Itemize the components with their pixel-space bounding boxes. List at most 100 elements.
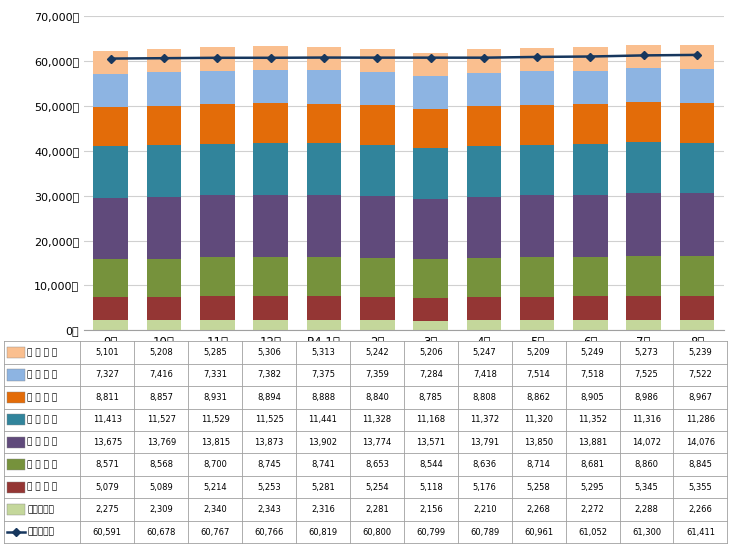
Bar	[680, 257, 714, 296]
Text: 5,101: 5,101	[96, 348, 119, 357]
Text: 8,862: 8,862	[526, 393, 550, 402]
Bar	[413, 199, 448, 259]
Text: 5,208: 5,208	[149, 348, 173, 357]
Bar	[573, 195, 607, 258]
Text: 2,275: 2,275	[96, 505, 119, 514]
Text: 5,345: 5,345	[635, 483, 659, 491]
Text: 2,281: 2,281	[365, 505, 389, 514]
Bar	[626, 45, 661, 68]
Text: 5,253: 5,253	[257, 483, 281, 491]
Text: 11,372: 11,372	[470, 416, 499, 424]
Bar	[306, 257, 341, 296]
Bar	[466, 197, 501, 258]
Text: 5,118: 5,118	[419, 483, 443, 491]
Text: 5,214: 5,214	[203, 483, 227, 491]
Bar	[200, 320, 235, 330]
Text: 8,568: 8,568	[149, 460, 173, 469]
Bar	[466, 297, 501, 321]
Bar	[360, 105, 395, 145]
Bar	[254, 257, 288, 296]
Bar	[466, 258, 501, 297]
Bar	[680, 193, 714, 257]
Bar	[626, 296, 661, 320]
Text: 8,785: 8,785	[419, 393, 443, 402]
Text: 11,328: 11,328	[363, 416, 392, 424]
Bar	[360, 145, 395, 196]
Text: 5,355: 5,355	[689, 483, 712, 491]
Bar	[254, 70, 288, 103]
Text: 8,636: 8,636	[473, 460, 497, 469]
Text: 60,591: 60,591	[93, 527, 122, 537]
Bar	[147, 49, 181, 72]
Text: 2,288: 2,288	[635, 505, 659, 514]
Text: 2,156: 2,156	[419, 505, 443, 514]
Bar	[466, 146, 501, 197]
Text: 11,352: 11,352	[578, 416, 607, 424]
Bar	[147, 72, 181, 105]
Bar	[200, 195, 235, 257]
Bar	[520, 195, 554, 258]
Bar	[680, 103, 714, 143]
Bar	[360, 258, 395, 296]
Text: 8,808: 8,808	[473, 393, 497, 402]
Text: 7,525: 7,525	[635, 370, 659, 379]
Text: 事業対象者: 事業対象者	[27, 505, 54, 514]
Bar	[200, 104, 235, 144]
Bar	[94, 107, 128, 146]
Bar	[680, 45, 714, 69]
Text: 8,741: 8,741	[311, 460, 335, 469]
Bar	[626, 320, 661, 330]
Text: 60,766: 60,766	[254, 527, 284, 537]
Text: 要 介 護 ５: 要 介 護 ５	[27, 348, 57, 357]
Text: 11,529: 11,529	[201, 416, 230, 424]
Text: 14,072: 14,072	[632, 438, 661, 447]
Text: 2,268: 2,268	[527, 505, 550, 514]
Bar	[254, 103, 288, 143]
Text: 11,286: 11,286	[686, 416, 715, 424]
Text: 要 支 援 ２: 要 支 援 ２	[27, 460, 57, 469]
Bar	[254, 46, 288, 70]
Text: 13,881: 13,881	[578, 438, 607, 447]
Text: 5,176: 5,176	[473, 483, 496, 491]
Bar	[306, 144, 341, 195]
Text: 2,266: 2,266	[689, 505, 712, 514]
Text: 5,285: 5,285	[203, 348, 227, 357]
Bar	[360, 73, 395, 105]
Bar	[626, 193, 661, 257]
Bar	[200, 257, 235, 296]
Text: 13,902: 13,902	[308, 438, 338, 447]
Text: 7,375: 7,375	[311, 370, 335, 379]
Text: 11,525: 11,525	[254, 416, 284, 424]
Text: 7,518: 7,518	[580, 370, 605, 379]
Text: 60,819: 60,819	[308, 527, 338, 537]
Text: 8,811: 8,811	[96, 393, 119, 402]
Text: 5,247: 5,247	[473, 348, 496, 357]
Text: 14,076: 14,076	[686, 438, 715, 447]
Text: 8,860: 8,860	[635, 460, 659, 469]
Text: 13,675: 13,675	[93, 438, 122, 447]
Bar	[200, 47, 235, 71]
Bar	[626, 68, 661, 102]
Bar	[680, 296, 714, 320]
Text: 2,316: 2,316	[311, 505, 335, 514]
Bar	[520, 71, 554, 105]
Bar	[306, 320, 341, 330]
Text: 5,281: 5,281	[311, 483, 335, 491]
Bar	[573, 320, 607, 330]
Text: 5,295: 5,295	[580, 483, 605, 491]
Text: 5,242: 5,242	[365, 348, 389, 357]
Bar	[626, 257, 661, 296]
Bar	[306, 296, 341, 320]
Text: 8,653: 8,653	[365, 460, 389, 469]
Text: 7,382: 7,382	[257, 370, 281, 379]
Bar	[147, 259, 181, 297]
Bar	[306, 195, 341, 257]
Text: 8,931: 8,931	[203, 393, 227, 402]
Bar	[147, 197, 181, 259]
Bar	[147, 297, 181, 320]
Text: 7,514: 7,514	[527, 370, 550, 379]
Bar	[626, 102, 661, 143]
Bar	[360, 49, 395, 73]
Text: 13,815: 13,815	[200, 438, 230, 447]
Bar	[573, 258, 607, 296]
